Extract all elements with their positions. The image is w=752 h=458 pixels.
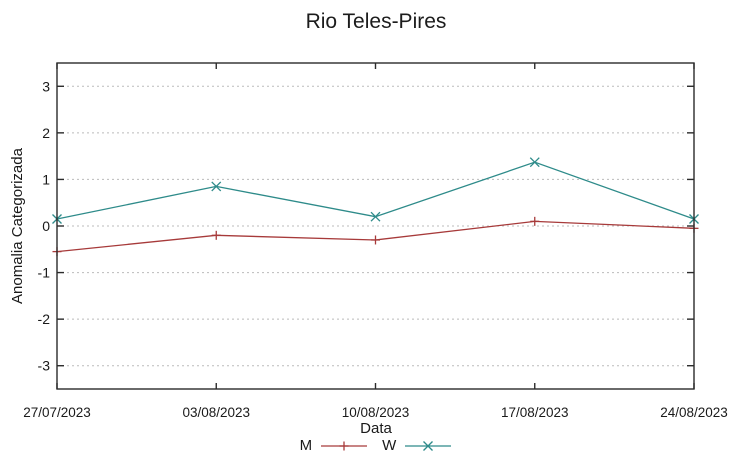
x-tick-label: 27/07/2023 [23,405,91,420]
y-tick-label: -3 [38,358,51,374]
y-tick-label: -1 [38,265,51,281]
series-line-W [56,161,695,220]
data-point-W [370,211,381,222]
data-point-W [211,181,222,192]
series-W [52,157,699,224]
data-point-W [529,157,540,168]
y-tick-label: -2 [38,311,51,327]
y-tick-label: 3 [42,78,50,94]
chart-title: Rio Teles-Pires [306,10,447,33]
x-tick-label: 03/08/2023 [182,405,250,420]
y-tick-label: 2 [42,125,50,141]
plot-area: 3 2 1 0 -1 -2 -3 27/07/2023 03/08/2023 10/08/2023… [23,62,728,420]
y-tick-label: 0 [42,218,50,234]
series-M [52,216,699,257]
x-tick-label: 24/08/2023 [660,405,728,420]
x-tick-label: 17/08/2023 [501,405,569,420]
x-tick-label: 10/08/2023 [342,405,410,420]
y-axis-label: Anomalia Categorizada [9,147,26,304]
y-tick-label: 1 [42,171,50,187]
x-axis-label: Data [360,420,392,437]
plot-border [56,62,695,390]
